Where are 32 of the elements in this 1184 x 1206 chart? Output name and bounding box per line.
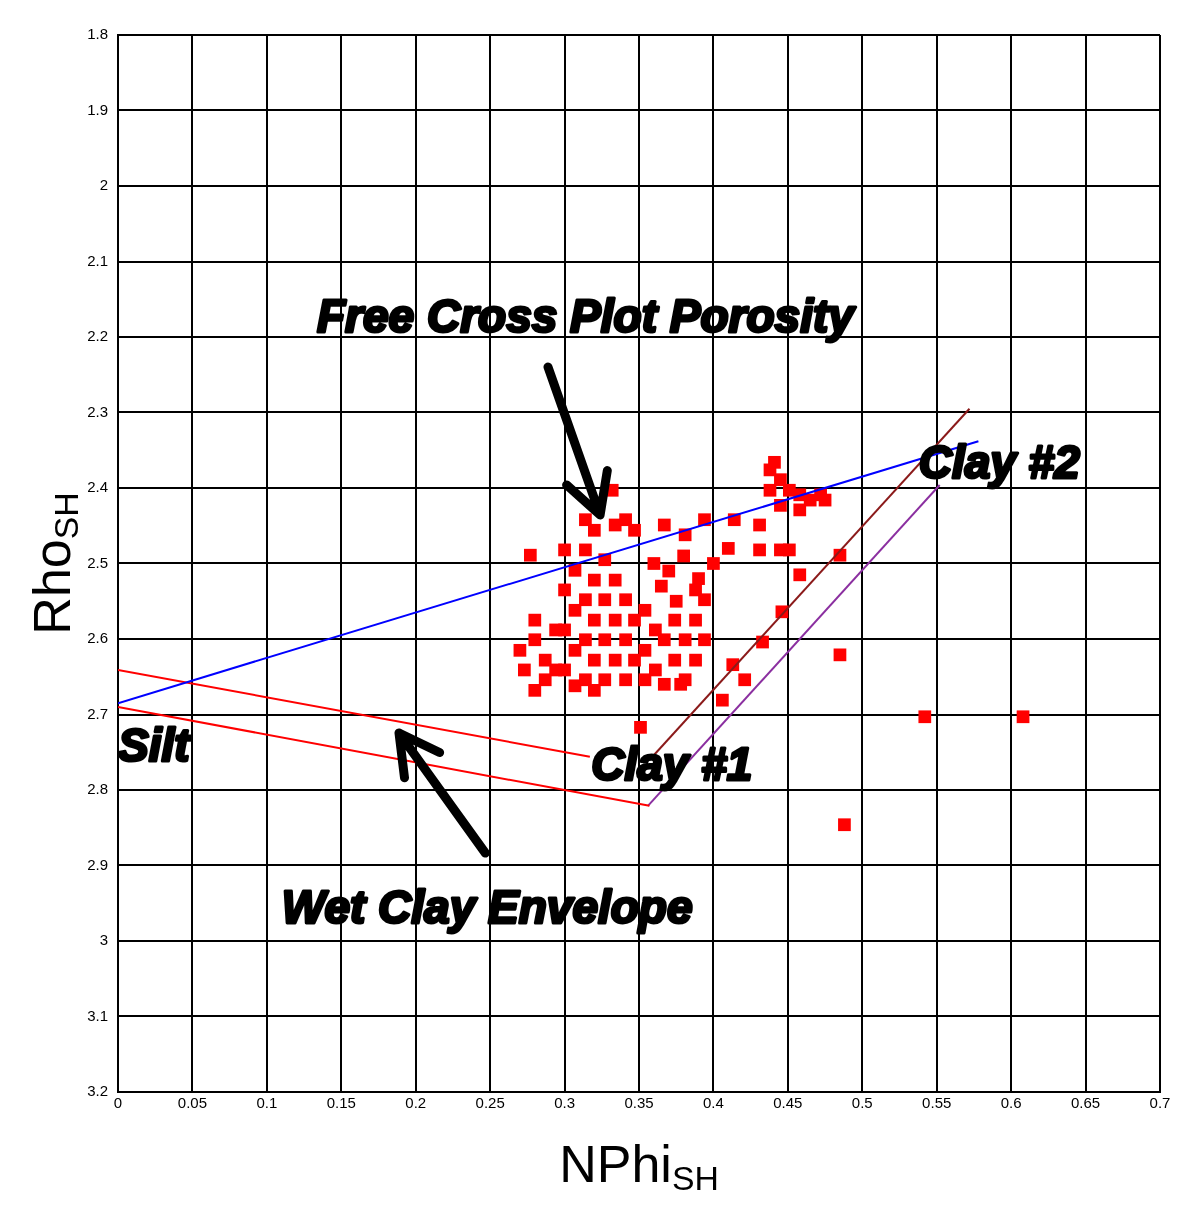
x-tick-label: 0.1 — [256, 1094, 278, 1112]
x-tick-label: 0.55 — [922, 1094, 952, 1112]
y-tick-label: 2.3 — [87, 402, 108, 420]
x-tick-label: 0.05 — [177, 1094, 208, 1112]
x-tick-label: 0.6 — [1000, 1094, 1022, 1112]
y-tick-label: 1.9 — [87, 100, 108, 118]
y-tick-label: 2.8 — [87, 780, 108, 798]
y-tick-label: 3.2 — [87, 1082, 108, 1100]
x-tick-label: 0.5 — [851, 1094, 873, 1112]
x-tick-label: 0 — [113, 1094, 123, 1112]
y-tick-label: 3.1 — [87, 1006, 108, 1024]
y-axis-title: RhoSH — [23, 492, 85, 635]
x-tick-label: 0.4 — [703, 1094, 724, 1112]
y-tick-label: 2.9 — [87, 855, 108, 873]
x-tick-label: 0.65 — [1070, 1094, 1101, 1112]
y-tick-label: 2.2 — [87, 327, 108, 345]
y-tick-label: 2.1 — [87, 251, 108, 269]
y-tick-label: 2 — [99, 176, 108, 194]
x-tick-label: 0.3 — [554, 1094, 575, 1112]
x-tick-label: 0.7 — [1149, 1094, 1171, 1112]
y-tick-label: 1.8 — [87, 25, 108, 43]
y-tick-label: 2.7 — [87, 704, 108, 722]
x-tick-label: 0.15 — [326, 1094, 356, 1112]
x-tick-label: 0.35 — [624, 1094, 654, 1112]
y-tick-label: 2.6 — [87, 629, 108, 647]
y-tick-label: 2.5 — [87, 553, 108, 571]
y-tick-label: 3 — [99, 931, 108, 949]
y-tick-label: 2.4 — [87, 478, 108, 496]
x-tick-label: 0.2 — [405, 1094, 427, 1112]
x-tick-label: 0.25 — [475, 1094, 505, 1112]
annotation: Silt — [117, 719, 192, 772]
x-tick-label: 0.45 — [773, 1094, 803, 1112]
